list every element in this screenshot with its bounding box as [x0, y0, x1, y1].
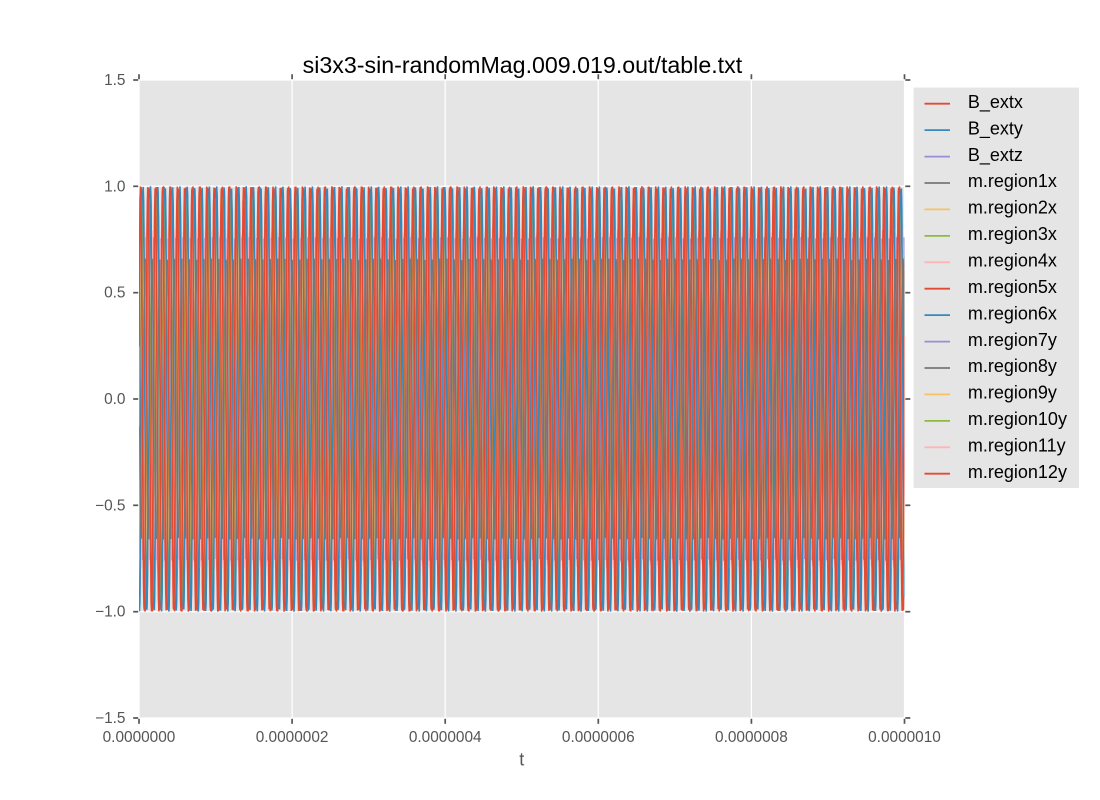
svg-text:m.region12y: m.region12y: [968, 462, 1067, 482]
svg-text:m.region6x: m.region6x: [968, 303, 1057, 323]
svg-text:−1.5: −1.5: [95, 710, 125, 727]
svg-text:t: t: [519, 750, 524, 770]
svg-text:B_exty: B_exty: [968, 118, 1023, 139]
svg-text:0.0000010: 0.0000010: [868, 729, 941, 746]
svg-text:m.region4x: m.region4x: [968, 251, 1057, 271]
svg-text:m.region8y: m.region8y: [968, 356, 1057, 376]
svg-text:m.region5x: m.region5x: [968, 277, 1057, 297]
svg-text:0.0000008: 0.0000008: [715, 729, 788, 746]
svg-text:m.region3x: m.region3x: [968, 224, 1057, 244]
svg-text:m.region11y: m.region11y: [968, 436, 1066, 456]
svg-text:0.0000002: 0.0000002: [256, 729, 329, 746]
svg-text:1.5: 1.5: [104, 72, 125, 89]
svg-text:m.region2x: m.region2x: [968, 198, 1057, 218]
svg-text:m.region9y: m.region9y: [968, 383, 1057, 403]
svg-text:0.0000000: 0.0000000: [103, 729, 176, 746]
svg-text:B_extz: B_extz: [968, 145, 1023, 166]
svg-text:0.0000004: 0.0000004: [409, 729, 482, 746]
svg-text:−1.0: −1.0: [95, 604, 125, 621]
svg-text:m.region10y: m.region10y: [968, 409, 1067, 429]
svg-text:m.region1x: m.region1x: [968, 171, 1057, 191]
svg-text:m.region7y: m.region7y: [968, 330, 1057, 350]
svg-text:0.0000006: 0.0000006: [562, 729, 635, 746]
svg-text:−0.5: −0.5: [95, 497, 125, 514]
svg-text:si3x3-sin-randomMag.009.019.ou: si3x3-sin-randomMag.009.019.out/table.tx…: [303, 52, 743, 78]
svg-text:0.5: 0.5: [104, 285, 125, 302]
svg-text:B_extx: B_extx: [968, 92, 1023, 113]
svg-text:1.0: 1.0: [104, 178, 125, 195]
svg-text:0.0: 0.0: [104, 391, 125, 408]
